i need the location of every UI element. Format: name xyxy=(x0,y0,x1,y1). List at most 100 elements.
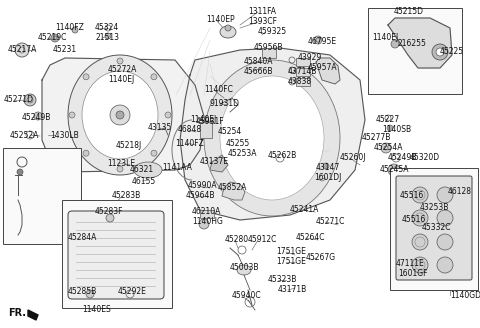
Circle shape xyxy=(24,94,36,106)
Text: 45332C: 45332C xyxy=(422,223,452,233)
Text: 45912C: 45912C xyxy=(248,236,277,244)
Ellipse shape xyxy=(237,265,251,275)
Text: 46128: 46128 xyxy=(448,188,472,196)
Text: 45262B: 45262B xyxy=(268,152,297,160)
Text: 45249B: 45249B xyxy=(22,113,51,122)
Polygon shape xyxy=(28,310,38,320)
Text: 45218J: 45218J xyxy=(116,140,142,150)
Text: 43714B: 43714B xyxy=(288,68,317,76)
Text: 1430LB: 1430LB xyxy=(50,132,79,140)
Text: 1393CF: 1393CF xyxy=(248,17,277,27)
Text: 45241A: 45241A xyxy=(290,206,319,215)
Text: 45254: 45254 xyxy=(218,128,242,136)
Text: 1140GD: 1140GD xyxy=(450,291,480,299)
Text: 1140FZ: 1140FZ xyxy=(175,138,204,148)
Text: 1751GE: 1751GE xyxy=(276,257,306,266)
Circle shape xyxy=(117,166,123,172)
FancyBboxPatch shape xyxy=(396,176,472,280)
Polygon shape xyxy=(210,155,228,172)
Text: 45219C: 45219C xyxy=(38,33,67,43)
Circle shape xyxy=(116,111,124,119)
Text: 45956B: 45956B xyxy=(254,44,284,52)
Text: 45990A: 45990A xyxy=(188,181,217,191)
Text: 45284A: 45284A xyxy=(68,234,97,242)
Text: 45271D: 45271D xyxy=(4,95,34,105)
Circle shape xyxy=(412,210,428,226)
Text: 1140EJ: 1140EJ xyxy=(190,115,216,125)
Circle shape xyxy=(110,105,130,125)
Ellipse shape xyxy=(220,76,324,200)
Text: 45283F: 45283F xyxy=(95,208,123,216)
Circle shape xyxy=(314,36,322,44)
Text: 45516: 45516 xyxy=(402,215,426,224)
Text: 45840A: 45840A xyxy=(244,57,274,67)
Bar xyxy=(62,200,172,308)
Text: 459325: 459325 xyxy=(258,28,287,36)
Text: 46848: 46848 xyxy=(178,126,202,134)
Circle shape xyxy=(381,143,391,153)
Ellipse shape xyxy=(204,60,340,216)
Circle shape xyxy=(323,163,329,169)
Polygon shape xyxy=(222,182,245,200)
Text: 45249B: 45249B xyxy=(388,154,418,162)
Text: 46210A: 46210A xyxy=(192,208,221,216)
Text: 43929: 43929 xyxy=(298,53,322,63)
Text: 45264C: 45264C xyxy=(296,234,325,242)
Text: 45254A: 45254A xyxy=(374,144,404,153)
Text: 45285B: 45285B xyxy=(68,288,97,297)
Text: 45940C: 45940C xyxy=(232,292,262,300)
Text: 45277B: 45277B xyxy=(362,133,391,142)
Text: 45215D: 45215D xyxy=(394,8,424,16)
Text: 45957A: 45957A xyxy=(308,64,337,72)
Text: 45931F: 45931F xyxy=(196,117,225,127)
Text: 45267G: 45267G xyxy=(306,254,336,262)
Text: 43137E: 43137E xyxy=(200,157,229,167)
Polygon shape xyxy=(180,48,365,220)
Bar xyxy=(200,122,212,138)
Text: 46321: 46321 xyxy=(130,166,154,174)
Text: 45231: 45231 xyxy=(53,46,77,54)
Circle shape xyxy=(387,125,393,131)
Text: 1140SB: 1140SB xyxy=(382,126,411,134)
Text: 21513: 21513 xyxy=(95,33,119,43)
Text: 1601DJ: 1601DJ xyxy=(314,174,341,182)
Ellipse shape xyxy=(220,26,236,38)
Circle shape xyxy=(432,44,448,60)
Text: 45272A: 45272A xyxy=(108,66,137,74)
Text: 45323B: 45323B xyxy=(268,276,298,284)
Text: 45245A: 45245A xyxy=(380,166,409,174)
Text: 46155: 46155 xyxy=(132,176,156,186)
Circle shape xyxy=(199,219,209,229)
Text: 45003B: 45003B xyxy=(230,263,260,273)
Text: 1140HG: 1140HG xyxy=(192,217,223,227)
Text: 1141AA: 1141AA xyxy=(162,163,192,173)
Text: 1140EJ: 1140EJ xyxy=(108,75,134,85)
Bar xyxy=(390,168,478,290)
Text: 1601GF: 1601GF xyxy=(398,270,428,278)
Text: 45964B: 45964B xyxy=(186,192,216,200)
Text: 45324: 45324 xyxy=(95,24,119,32)
Polygon shape xyxy=(388,18,452,68)
Circle shape xyxy=(117,58,123,64)
Bar xyxy=(3,148,81,244)
Bar xyxy=(200,210,214,218)
Text: 45280: 45280 xyxy=(225,236,249,244)
Circle shape xyxy=(165,112,171,118)
Circle shape xyxy=(437,187,453,203)
Circle shape xyxy=(106,214,114,222)
Text: 43838: 43838 xyxy=(288,77,312,87)
Text: 43147: 43147 xyxy=(316,163,340,173)
Circle shape xyxy=(105,33,111,39)
Circle shape xyxy=(15,43,29,57)
Text: 1140FC: 1140FC xyxy=(204,86,233,94)
Text: 45227: 45227 xyxy=(376,115,400,125)
Text: 45271C: 45271C xyxy=(316,217,346,227)
Ellipse shape xyxy=(82,71,158,159)
Text: 45666B: 45666B xyxy=(244,68,274,76)
Text: 45217A: 45217A xyxy=(8,46,37,54)
Circle shape xyxy=(437,210,453,226)
Text: 45292E: 45292E xyxy=(118,288,147,297)
Text: 46795E: 46795E xyxy=(308,37,337,47)
Circle shape xyxy=(51,34,59,42)
Text: 45283B: 45283B xyxy=(112,192,141,200)
